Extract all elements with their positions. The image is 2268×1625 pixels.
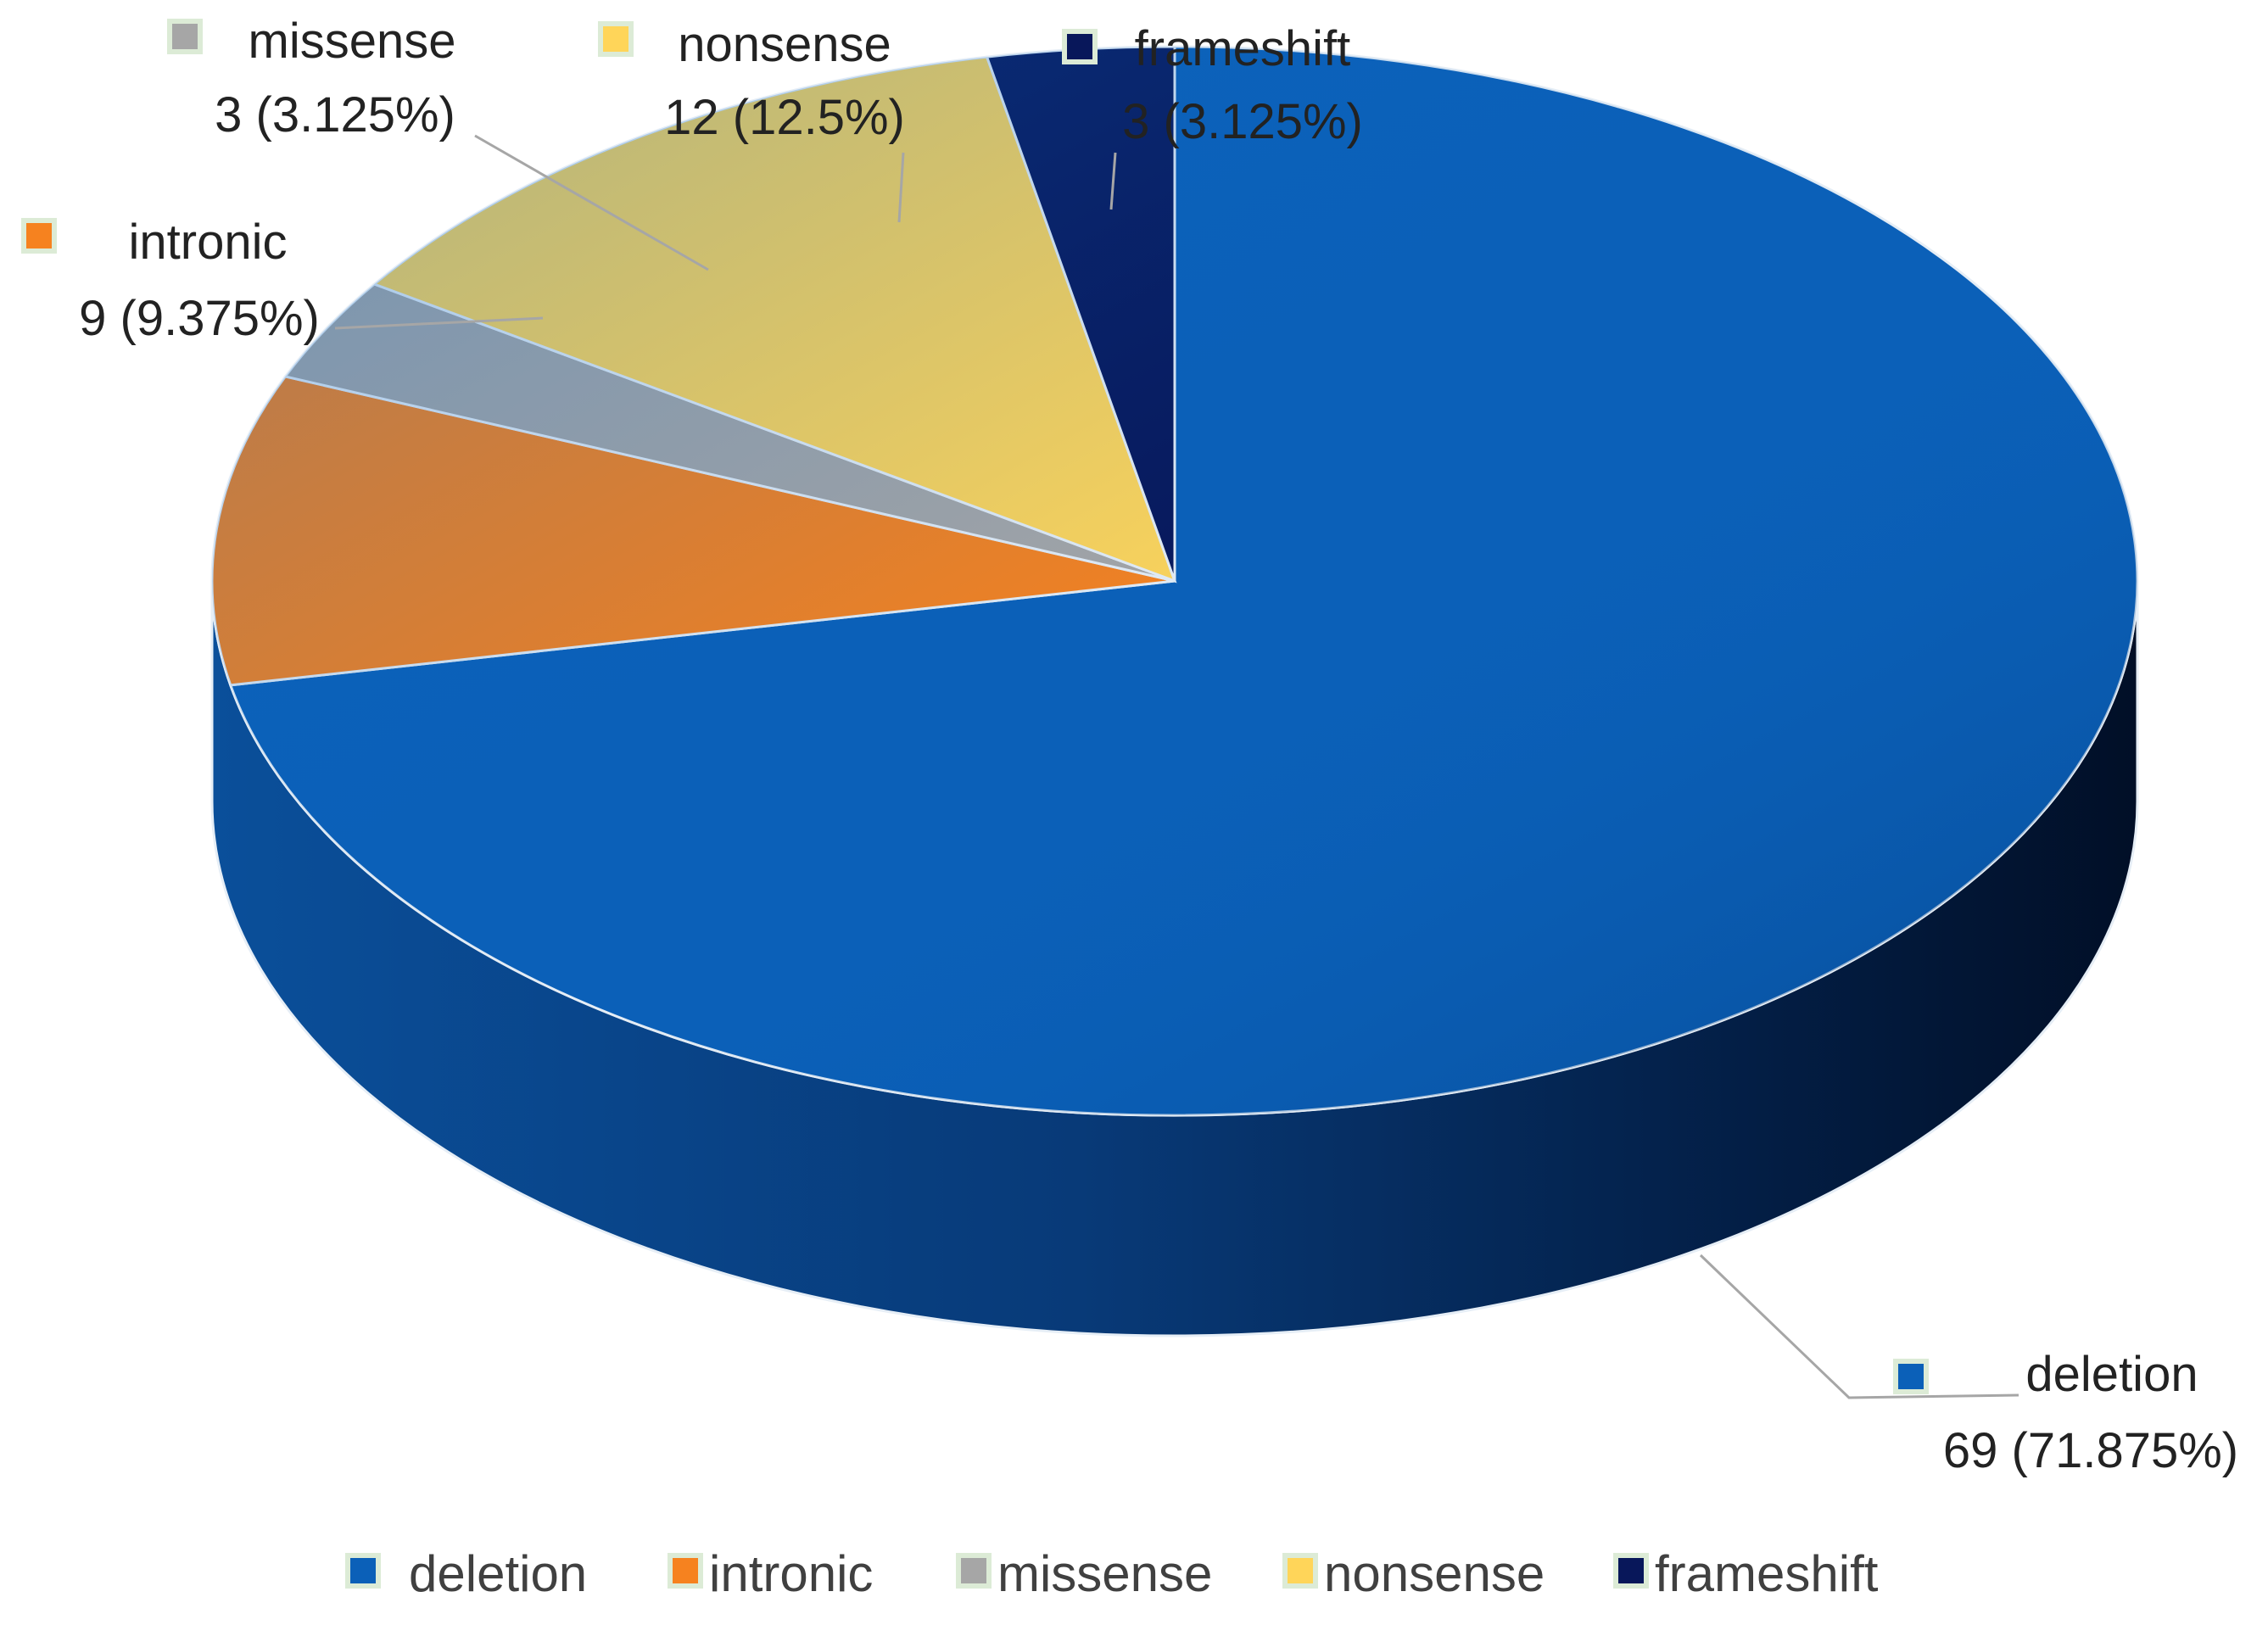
legend-key-intronic <box>668 1553 703 1589</box>
data-label-name-deletion: deletion <box>2025 1347 2198 1402</box>
pie-plot-area <box>210 45 2139 1337</box>
label-key-missense <box>167 19 203 54</box>
legend: deletion intronic missense nonsense frameshi… <box>345 1545 1879 1602</box>
data-label-value-nonsense: 12 (12.5%) <box>664 90 905 145</box>
legend-label-nonsense: nonsense <box>1324 1545 1545 1602</box>
label-key-frameshift <box>1062 29 1098 64</box>
legend-key-deletion <box>345 1553 381 1589</box>
data-label-value-deletion: 69 (71.875%) <box>1943 1423 2238 1478</box>
data-labels: deletion 69 (71.875%) intronic 9 (9.375%) mi… <box>21 14 2238 1478</box>
legend-key-nonsense <box>1282 1553 1318 1589</box>
data-label-value-frameshift: 3 (3.125%) <box>1122 94 1363 149</box>
data-label-name-frameshift: frameshift <box>1135 21 1351 76</box>
leader-line-deletion <box>1699 1254 2019 1399</box>
legend-key-frameshift <box>1613 1553 1649 1589</box>
legend-label-frameshift: frameshift <box>1655 1545 1879 1602</box>
leader-line-intronic <box>334 316 544 330</box>
label-key-nonsense <box>598 21 634 57</box>
pie-slices <box>210 45 2139 1117</box>
legend-label-deletion: deletion <box>409 1545 587 1602</box>
data-label-value-intronic: 9 (9.375%) <box>79 291 320 346</box>
leader-line-missense <box>474 134 709 271</box>
data-label-name-intronic: intronic <box>129 215 288 270</box>
legend-label-missense: missense <box>997 1545 1212 1602</box>
data-label-name-missense: missense <box>249 14 456 69</box>
data-label-name-nonsense: nonsense <box>678 17 891 72</box>
leader-line-nonsense <box>897 152 905 223</box>
legend-label-intronic: intronic <box>709 1545 873 1602</box>
leader-line-frameshift <box>1109 152 1117 210</box>
legend-key-missense <box>956 1553 992 1589</box>
label-key-intronic <box>21 218 57 254</box>
data-label-value-missense: 3 (3.125%) <box>215 87 455 142</box>
label-key-deletion <box>1893 1359 1929 1394</box>
leader-lines <box>334 134 2019 1399</box>
